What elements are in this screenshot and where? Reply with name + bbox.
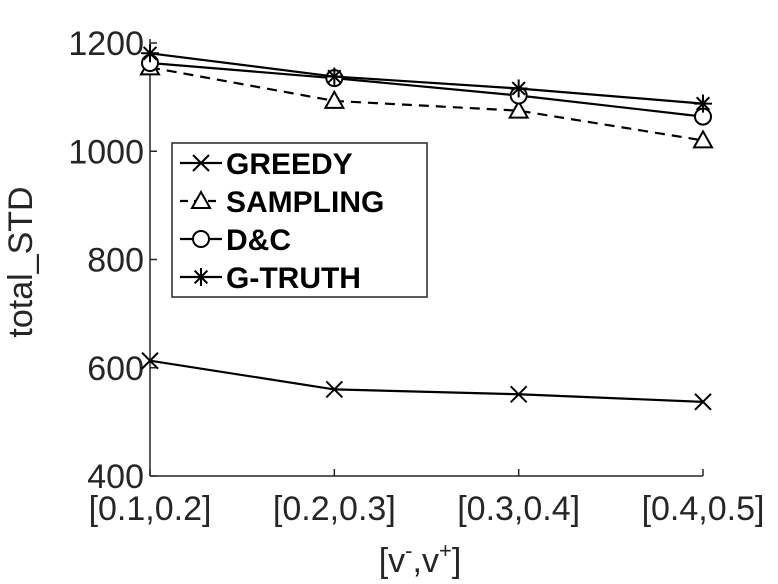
y-axis-label: total_STD — [2, 186, 40, 337]
point-g-truth-1 — [325, 67, 344, 86]
axes: 400 600 800 1000 1200 [0.1,0.2] [0.2,0.3] [0.3,… — [68, 25, 764, 528]
x-axis-label-end: ] — [452, 542, 461, 580]
point-greedy-3 — [694, 393, 712, 411]
legend-marker-greedy — [192, 154, 210, 172]
series-d-c — [141, 54, 712, 126]
y-tick-label-800: 800 — [87, 242, 144, 280]
series-line-sampling — [149, 66, 704, 142]
x-tick-label-0: [0.1,0.2] — [89, 490, 212, 528]
y-tick-label-600: 600 — [87, 350, 144, 388]
legend-entry-sampling: SAMPLING — [180, 186, 384, 219]
point-greedy-0 — [141, 352, 159, 370]
series-sampling — [139, 56, 714, 149]
series-line-d-c — [149, 61, 704, 118]
point-sampling-2 — [507, 99, 530, 119]
x-axis-label-mid: ,v — [413, 542, 439, 580]
point-g-truth-0 — [141, 44, 159, 63]
legend-marker-g-truth — [192, 268, 210, 286]
legend: GREEDY SAMPLING D&C G-TRUTH — [171, 142, 428, 298]
legend-entry-greedy: GREEDY — [180, 148, 353, 181]
legend-label-g-truth: G-TRUTH — [226, 262, 361, 295]
point-sampling-1 — [323, 89, 346, 109]
series-g-truth — [141, 44, 712, 113]
point-sampling-3 — [692, 129, 714, 149]
x-axis-label-sup-plus: + — [439, 538, 452, 563]
point-g-truth-2 — [509, 79, 528, 98]
x-tick-label-2: [0.3,0.4] — [457, 490, 580, 528]
legend-entry-g-truth: G-TRUTH — [180, 262, 361, 295]
legend-label-d-c: D&C — [226, 224, 291, 257]
series-layer — [139, 44, 714, 411]
series-greedy — [141, 352, 712, 411]
legend-label-sampling: SAMPLING — [226, 186, 384, 219]
series-line-g-truth — [149, 52, 704, 105]
x-axis-label-base: [v — [379, 542, 405, 580]
legend-marker-d-c — [192, 230, 210, 248]
y-tick-label-1200: 1200 — [68, 25, 144, 63]
series-line-greedy — [149, 359, 704, 403]
x-axis-label-sup-minus: - — [405, 538, 412, 563]
legend-entry-d-c: D&C — [180, 224, 291, 257]
point-g-truth-3 — [694, 94, 712, 113]
legend-marker-sampling — [190, 189, 212, 209]
point-greedy-1 — [325, 380, 344, 399]
x-tick-label-3: [0.4,0.5] — [642, 490, 765, 528]
legend-label-greedy: GREEDY — [226, 148, 353, 181]
legend-box — [171, 142, 428, 298]
x-tick-label-1: [0.2,0.3] — [273, 490, 396, 528]
y-tick-label-400: 400 — [87, 458, 144, 496]
y-tick-label-1000: 1000 — [68, 133, 144, 171]
point-greedy-2 — [509, 385, 528, 403]
x-axis-label: [v-,v+] — [379, 538, 462, 580]
